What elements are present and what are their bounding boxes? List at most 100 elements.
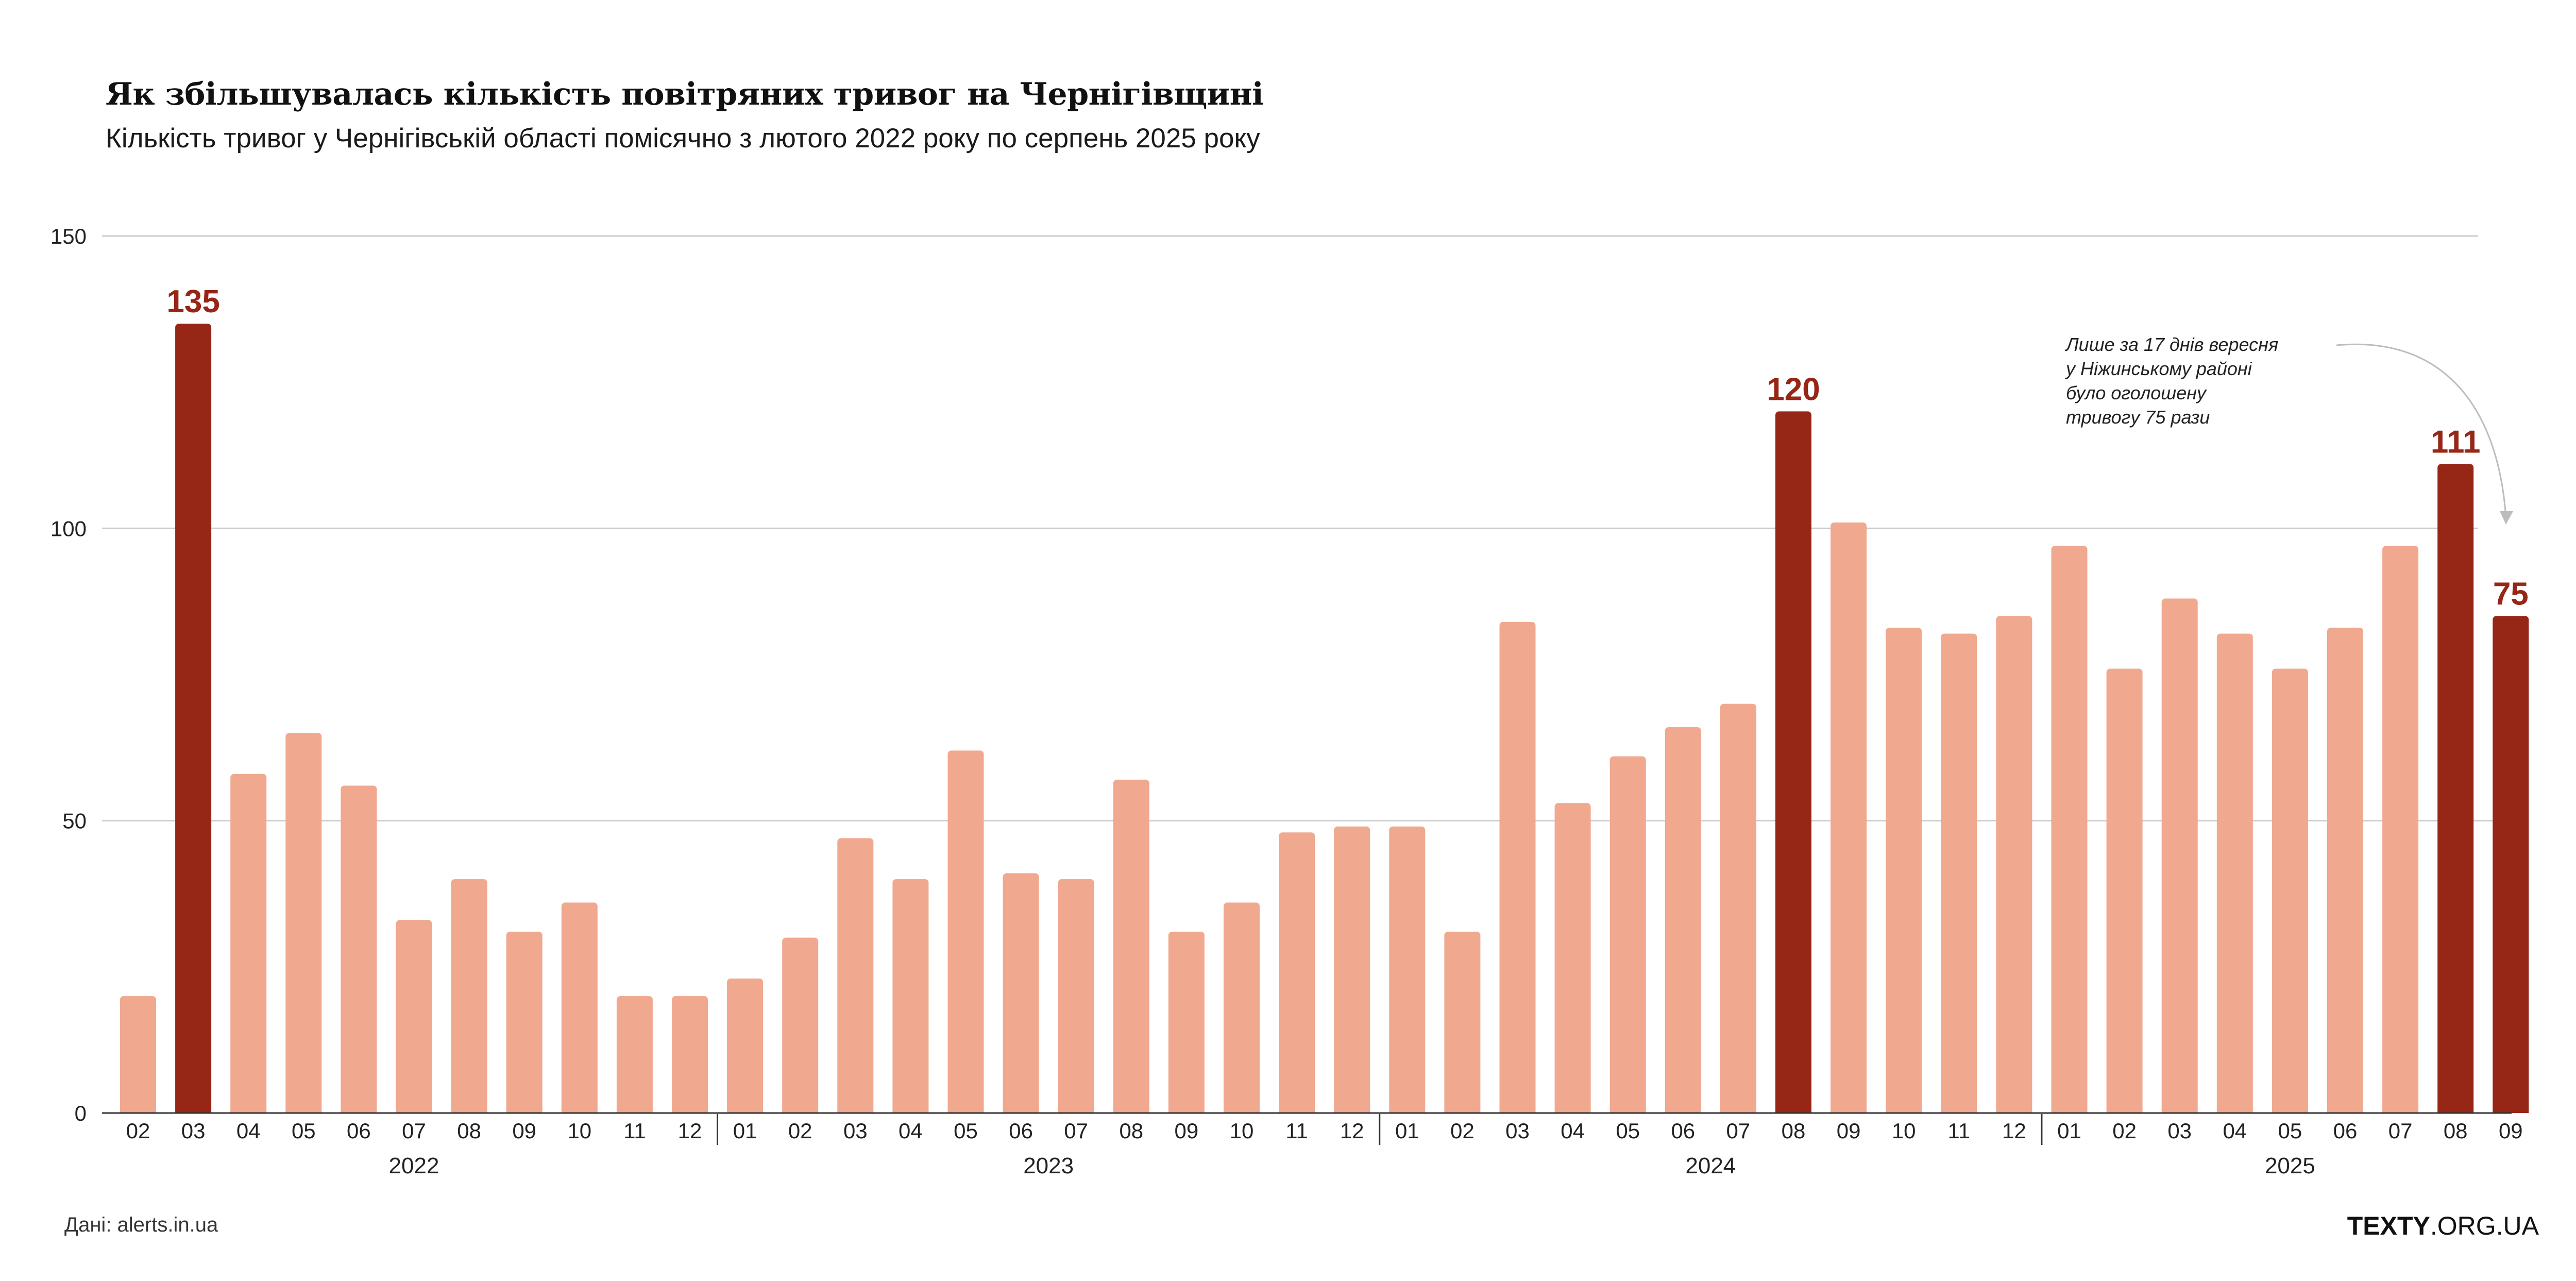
bar [561, 902, 598, 1113]
x-tick-label: 01 [2057, 1119, 2081, 1143]
bar-base [230, 1109, 267, 1113]
x-tick-label: 02 [1450, 1119, 1475, 1143]
x-tick-label: 07 [1726, 1119, 1751, 1143]
bar-base [120, 1109, 156, 1113]
x-tick-label: 02 [788, 1119, 812, 1143]
year-label: 2022 [389, 1153, 439, 1178]
bar [2437, 464, 2474, 1113]
bar [1554, 803, 1591, 1113]
year-label: 2023 [1023, 1153, 1074, 1178]
bar [1499, 621, 1536, 1113]
bar [2272, 668, 2308, 1113]
x-tick-label: 04 [236, 1119, 261, 1143]
bar-base [947, 1109, 984, 1113]
logo-bold: TEXTY [2347, 1211, 2430, 1240]
y-tick-label: 50 [62, 809, 87, 833]
bar-base [837, 1109, 874, 1113]
x-tick-label: 06 [1009, 1119, 1033, 1143]
bar [1003, 873, 1039, 1113]
annotation-arrow [2336, 343, 2513, 525]
bar-base [782, 1109, 819, 1113]
bar [672, 996, 708, 1113]
data-source: Дані: alerts.in.ua [64, 1213, 218, 1236]
x-tick-label: 09 [2499, 1119, 2523, 1143]
year-label: 2025 [2265, 1153, 2315, 1178]
bar-base [1444, 1109, 1481, 1113]
bar [2382, 546, 2419, 1113]
x-tick-label: 03 [181, 1119, 206, 1143]
x-tick-label: 08 [1782, 1119, 1806, 1143]
x-tick-label: 03 [2167, 1119, 2192, 1143]
bar [451, 879, 487, 1113]
x-tick-label: 10 [1892, 1119, 1916, 1143]
bar [2161, 598, 2198, 1113]
bar [1886, 628, 1922, 1113]
x-tick-label: 04 [2223, 1119, 2247, 1143]
bar [120, 996, 156, 1113]
x-tick-label: 12 [678, 1119, 702, 1143]
bar-base [1996, 1109, 2032, 1113]
bar [892, 879, 929, 1113]
x-tick-label: 08 [2444, 1119, 2468, 1143]
bar-base [2382, 1109, 2419, 1113]
bar-base [892, 1109, 929, 1113]
x-tick-label: 09 [1175, 1119, 1199, 1143]
bar-base [451, 1109, 487, 1113]
x-tick-label: 10 [567, 1119, 591, 1143]
bar-base [175, 1109, 212, 1113]
annotation-text: Лише за 17 днів вересня у Ніжинському ра… [2066, 332, 2278, 429]
x-tick-label: 05 [1616, 1119, 1640, 1143]
bar-base [2051, 1109, 2088, 1113]
bar [230, 773, 267, 1113]
y-tick-label: 150 [50, 224, 87, 248]
x-tick-label: 09 [512, 1119, 536, 1143]
bar-base [1775, 1109, 1811, 1113]
annotation-line: тривогу 75 рази [2066, 407, 2210, 428]
bar-base [2106, 1109, 2143, 1113]
year-label: 2024 [1685, 1153, 1736, 1178]
annotation-line: було оголошену [2066, 382, 2207, 403]
x-tick-label: 08 [457, 1119, 481, 1143]
bar-base [1058, 1109, 1094, 1113]
bar [1168, 932, 1205, 1113]
bar [1609, 756, 1646, 1113]
data-label: 135 [166, 284, 219, 319]
bar [1444, 932, 1481, 1113]
bar [1665, 727, 1701, 1113]
bar-base [1334, 1109, 1370, 1113]
bar-base [2493, 1109, 2529, 1113]
x-tick-label: 07 [2388, 1119, 2413, 1143]
x-tick-label: 12 [1340, 1119, 1364, 1143]
bar [1775, 411, 1811, 1113]
bar [396, 920, 432, 1113]
y-tick-label: 0 [75, 1101, 87, 1125]
bar-base [727, 1109, 764, 1113]
x-tick-label: 04 [1561, 1119, 1585, 1143]
bar [782, 937, 819, 1113]
data-label: 120 [1767, 372, 1820, 407]
bar-base [1886, 1109, 1922, 1113]
bar-base [506, 1109, 543, 1113]
bar-base [1224, 1109, 1260, 1113]
bar [175, 324, 212, 1114]
bar [506, 932, 543, 1113]
x-tick-label: 05 [2278, 1119, 2302, 1143]
bar [837, 838, 874, 1113]
bar-base [672, 1109, 708, 1113]
x-tick-label: 03 [843, 1119, 868, 1143]
bar-base [2161, 1109, 2198, 1113]
bar-base [1279, 1109, 1315, 1113]
data-label: 111 [2431, 425, 2481, 460]
x-tick-label: 05 [292, 1119, 316, 1143]
bar-base [2327, 1109, 2363, 1113]
bar-base [396, 1109, 432, 1113]
bar [1224, 902, 1260, 1113]
x-tick-label: 06 [1671, 1119, 1695, 1143]
x-tick-label: 02 [2112, 1119, 2137, 1143]
x-tick-label: 11 [1285, 1119, 1308, 1143]
bar-base [1941, 1109, 1977, 1113]
arrow-head [2500, 511, 2513, 525]
bar-base [2437, 1109, 2474, 1113]
x-tick-label: 08 [1119, 1119, 1143, 1143]
